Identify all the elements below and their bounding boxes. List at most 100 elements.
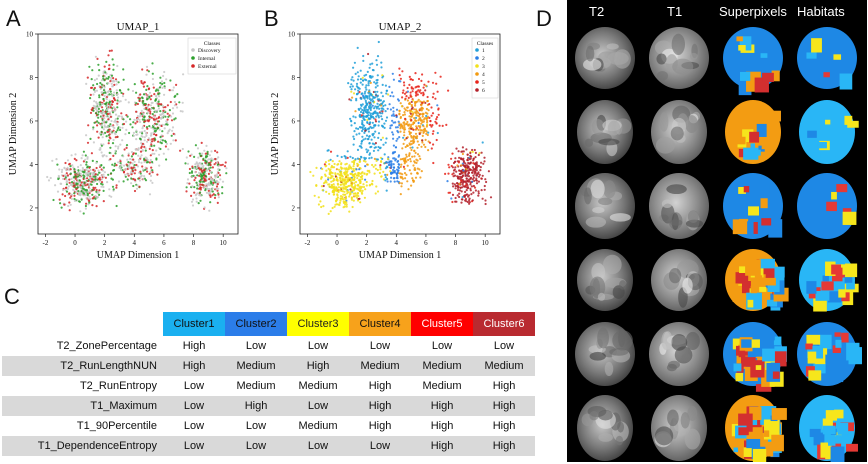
y-tick-label: 4: [292, 161, 296, 169]
table-corner: [2, 312, 163, 336]
legend-label: 1: [482, 48, 485, 54]
legend-title: Classes: [477, 41, 494, 47]
legend-title: Classes: [204, 41, 221, 47]
legend-label: External: [198, 64, 217, 70]
t1-image-tile: [649, 322, 709, 386]
x-axis-label: UMAP Dimension 1: [97, 250, 179, 261]
t2-image-tile: [575, 173, 635, 239]
y-tick-label: 6: [292, 117, 296, 125]
column-header-cluster1: Cluster1: [163, 312, 225, 336]
legend-label: 3: [482, 64, 485, 70]
x-tick: 0: [73, 234, 77, 247]
feature-name: T1_Maximum: [2, 396, 163, 416]
t2-image-tile: [575, 322, 635, 386]
legend-label: Internal: [198, 56, 216, 62]
table-cell: Low: [245, 420, 267, 432]
table-cell: Low: [493, 340, 515, 352]
umap-1-chart: UMAP_1 -2 0 2 4 6 8 10 2 4 6 8 10 UMAP Dimension 1 UMA…: [8, 21, 239, 261]
table-cell: High: [349, 396, 411, 416]
x-tick: 2: [103, 234, 107, 247]
feature-name: T2_RunEntropy: [79, 380, 157, 392]
table-cell: Low: [225, 436, 287, 456]
table-row: T2_RunEntropy Low Medium Medium High Medium Hi…: [2, 376, 535, 396]
panel-label-d: D: [536, 6, 552, 31]
habitat-tile: [797, 173, 857, 239]
y-tick-label: 6: [30, 117, 34, 125]
column-header-cluster5: Cluster5: [411, 312, 473, 336]
x-tick: 8: [454, 234, 458, 247]
legend-label: Discovery: [198, 48, 221, 54]
habitat-tile: [797, 27, 857, 90]
t1-image-tile: [649, 27, 709, 89]
x-tick-label: 6: [424, 239, 428, 247]
y-tick-label: 10: [288, 31, 296, 39]
superpixel-tile: [723, 173, 783, 239]
legend-item: Internal: [191, 56, 216, 62]
scatter-points: [309, 40, 493, 215]
table-cell: Low: [287, 396, 349, 416]
panel-label-c: C: [4, 284, 20, 309]
x-tick: 0: [335, 234, 339, 247]
table-cell: Low: [349, 436, 411, 456]
table-cell: High: [225, 396, 287, 416]
table-row: T2_ZonePercentage High Low Low Low Low Low: [2, 336, 535, 356]
legend-item: 5: [475, 80, 485, 86]
y-tick-label: 2: [292, 204, 296, 212]
table-cell: High: [287, 356, 349, 376]
legend-item: 2: [475, 56, 485, 62]
legend-item: 3: [475, 64, 485, 70]
habitat-tile: [797, 322, 862, 386]
table-cell: High: [430, 420, 454, 432]
table-cell: Medium: [473, 356, 535, 376]
table-cell: High: [163, 356, 225, 376]
habitat-tile: [799, 249, 859, 312]
table-cell: Medium: [422, 380, 462, 392]
x-tick: 2: [365, 234, 369, 247]
table-header-row: Cluster1 Cluster2 Cluster3 Cluster4 Clus…: [2, 312, 535, 336]
x-tick: 6: [162, 234, 166, 247]
x-tick-label: 4: [395, 239, 399, 247]
panel-label-a: A: [6, 6, 21, 31]
feature-name: T1_90Percentile: [76, 420, 157, 432]
plot-frame: [37, 33, 239, 235]
umap-2-chart: UMAP_2 -2 0 2 4 6 8 10 2 4 6 8 10 UMAP Dimension 1 UMA…: [270, 21, 501, 261]
x-tick-label: 10: [220, 239, 228, 247]
legend-item: External: [191, 64, 217, 70]
column-header-habitats: Habitats: [797, 4, 845, 19]
x-tick-label: 4: [133, 239, 137, 247]
table-row: T1_90Percentile Low Low Medium High High High: [2, 416, 535, 436]
habitat-tile: [799, 395, 858, 462]
superpixel-tile: [725, 249, 789, 311]
x-tick: -2: [304, 234, 311, 247]
superpixel-tile: [723, 27, 783, 96]
table-cell: Medium: [411, 356, 473, 376]
t1-image-tile: [651, 395, 707, 461]
x-tick-label: 0: [73, 239, 77, 247]
y-tick: 2: [292, 204, 300, 212]
chart-title: UMAP_2: [379, 21, 422, 33]
y-tick: 10: [26, 31, 38, 39]
table-cell: Low: [183, 380, 205, 392]
legend-item: 4: [475, 72, 485, 78]
t1-image-tile: [649, 173, 709, 239]
column-header-superpixels: Superpixels: [719, 4, 787, 19]
y-tick: 4: [292, 161, 300, 169]
y-tick: 8: [292, 74, 300, 82]
table-cell: High: [411, 436, 473, 456]
feature-name: T2_RunLengthNUN: [2, 356, 163, 376]
t1-image-tile: [651, 249, 707, 311]
habitat-tile: [799, 100, 859, 164]
table-cell: High: [473, 436, 535, 456]
x-tick-label: -2: [304, 239, 310, 247]
t2-image-tile: [577, 395, 633, 461]
table-row: T1_Maximum Low High Low High High High: [2, 396, 535, 416]
superpixel-tile: [723, 322, 787, 392]
feature-name: T1_DependenceEntropy: [2, 436, 163, 456]
t2-image-tile: [577, 249, 633, 311]
y-tick-label: 4: [30, 161, 34, 169]
column-header-cluster6: Cluster6: [473, 312, 535, 336]
y-axis-label: UMAP Dimension 2: [270, 93, 281, 175]
table-cell: Low: [245, 340, 267, 352]
